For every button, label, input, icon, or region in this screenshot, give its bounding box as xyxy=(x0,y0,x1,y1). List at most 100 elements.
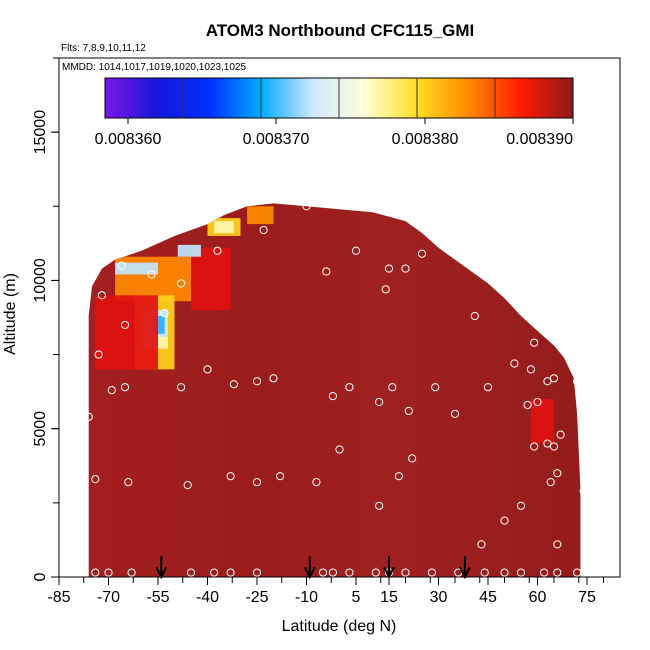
sample-point xyxy=(269,374,278,383)
sample-point xyxy=(401,264,410,273)
field-anomaly-red xyxy=(95,295,158,370)
sample-point xyxy=(252,377,262,386)
x-tick-label: -55 xyxy=(146,589,169,606)
sample-point xyxy=(533,397,542,407)
sample-point xyxy=(183,480,192,490)
sample-point xyxy=(384,264,394,273)
sample-point xyxy=(573,568,582,577)
chart-title: ATOM3 Northbound CFC115_GMI xyxy=(206,21,475,40)
x-axis: -85 -70 -55 -40 -25 -10 5 15 30 45 60 75 xyxy=(47,577,604,606)
sample-point xyxy=(91,475,100,484)
sample-point xyxy=(124,477,133,487)
sample-point xyxy=(563,335,572,344)
sample-point xyxy=(335,445,344,454)
sample-point xyxy=(312,477,321,487)
y-tick-label: 5000 xyxy=(32,411,49,447)
x-tick-label: -25 xyxy=(245,589,268,606)
sample-point xyxy=(540,568,549,577)
sample-point xyxy=(431,383,440,392)
sample-point xyxy=(91,568,100,577)
sample-point xyxy=(203,365,212,374)
x-tick-label: -10 xyxy=(295,589,318,606)
field-anomaly-paleblue xyxy=(115,262,158,275)
sample-point xyxy=(523,400,532,410)
x-tick-label: 5 xyxy=(352,589,361,606)
sample-point xyxy=(549,374,559,383)
sample-point xyxy=(530,338,539,347)
colorbar-tick-label: 0.008390 xyxy=(506,131,573,148)
sample-point xyxy=(450,409,460,418)
sample-point xyxy=(500,568,509,577)
colorbar-tick-label: 0.008360 xyxy=(95,131,162,148)
sample-point xyxy=(160,308,169,318)
y-tick-label: 0 xyxy=(32,572,49,581)
sample-point xyxy=(107,386,116,395)
concentration-field xyxy=(88,203,581,577)
sample-point xyxy=(226,568,235,577)
sample-point xyxy=(510,359,519,368)
sample-point xyxy=(252,477,262,487)
sample-point xyxy=(127,568,136,577)
field-anomaly-red xyxy=(530,399,554,444)
x-tick-label: 30 xyxy=(430,589,448,606)
sample-point xyxy=(186,568,196,577)
sample-point xyxy=(117,261,126,270)
sample-point xyxy=(252,568,262,577)
sample-point xyxy=(417,249,427,258)
sample-point xyxy=(543,439,552,448)
sample-point xyxy=(404,406,413,416)
sample-point xyxy=(553,568,562,577)
sample-point xyxy=(500,516,509,525)
sample-point xyxy=(556,430,565,439)
field-anomaly-orange xyxy=(247,206,274,225)
colorbar-tick-label: 0.008370 xyxy=(243,131,310,148)
sample-point xyxy=(375,397,384,407)
sample-point xyxy=(345,383,354,392)
x-tick-label: 60 xyxy=(529,589,547,606)
sample-point xyxy=(388,383,397,392)
sample-point xyxy=(543,377,552,386)
sample-point xyxy=(483,383,493,392)
x-tick-label: -70 xyxy=(97,589,120,606)
x-tick-label: -40 xyxy=(196,589,219,606)
field-anomaly-blue xyxy=(154,316,165,334)
sample-points xyxy=(84,202,588,577)
mmdd-label: MMDD: 1014,1017,1019,1020,1023,1025 xyxy=(62,62,246,73)
x-axis-label: Latitude (deg N) xyxy=(282,618,397,635)
sample-point xyxy=(94,350,103,359)
colorbar: 0.008360 0.008370 0.008380 0.008390 xyxy=(95,77,574,148)
sample-point xyxy=(120,383,130,392)
sample-point xyxy=(97,291,107,300)
sample-point xyxy=(371,568,380,577)
sample-point xyxy=(477,540,486,549)
sample-point xyxy=(516,501,526,510)
y-axis-label: Altitude (m) xyxy=(2,273,19,355)
sample-point xyxy=(213,246,222,255)
sample-point xyxy=(579,486,588,496)
sample-point xyxy=(259,225,268,235)
sample-point xyxy=(328,568,337,577)
sample-point xyxy=(394,472,403,481)
field-anomaly-red xyxy=(191,247,231,311)
field-anomaly-paleblue xyxy=(177,244,201,257)
colorbar-tick-label: 0.008380 xyxy=(392,131,459,148)
x-tick-label: 45 xyxy=(479,589,497,606)
field-anomalies xyxy=(95,206,554,444)
y-axis: 0 5000 10000 15000 xyxy=(32,57,59,581)
field-anomaly-paleyellow xyxy=(214,221,234,233)
plot-frame xyxy=(58,57,621,578)
flights-label: Flts: 7,8,9,10,11,12 xyxy=(61,43,146,54)
sample-point xyxy=(345,568,354,577)
sample-point xyxy=(351,246,361,255)
sample-point xyxy=(147,270,156,279)
sample-point xyxy=(84,412,93,421)
sample-point xyxy=(104,568,113,577)
sample-point xyxy=(480,568,489,577)
sample-point xyxy=(408,454,417,463)
sample-point xyxy=(177,383,186,392)
sample-point xyxy=(530,442,539,451)
sample-point xyxy=(302,202,311,211)
sample-point xyxy=(177,279,186,288)
sample-point xyxy=(573,377,582,386)
sample-point xyxy=(120,320,130,330)
